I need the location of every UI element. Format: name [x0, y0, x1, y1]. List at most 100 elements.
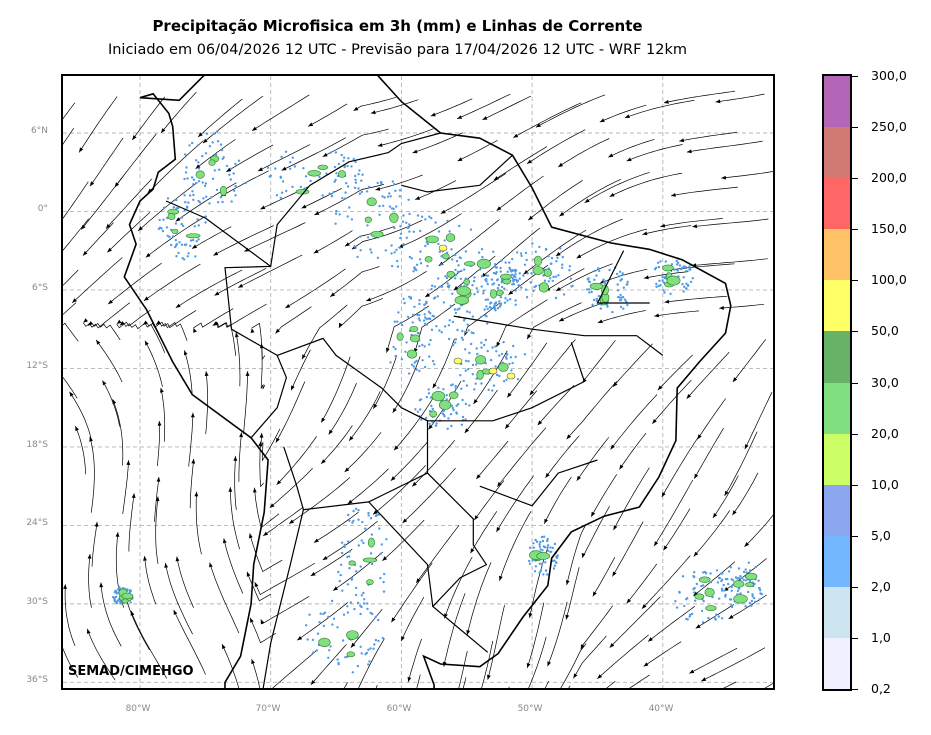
streamline	[202, 95, 264, 144]
streamline-arrow	[626, 598, 632, 604]
streamline	[619, 432, 647, 470]
political-border	[165, 200, 206, 219]
streamline	[144, 555, 157, 605]
rain-speck	[350, 578, 353, 581]
streamline-arrow	[505, 423, 510, 429]
rain-speck	[360, 190, 364, 194]
rain-cell	[705, 605, 717, 612]
streamline	[723, 681, 737, 688]
precipitation-cells	[111, 130, 763, 674]
rain-speck	[454, 311, 458, 315]
rain-speck	[549, 277, 552, 280]
rain-speck	[399, 232, 403, 235]
rain-speck	[356, 664, 360, 668]
streamline	[438, 219, 500, 267]
streamline	[643, 641, 682, 667]
colorbar-segment	[824, 331, 850, 383]
rain-speck	[464, 348, 467, 351]
streamline-arrow	[370, 110, 376, 115]
rain-speck	[664, 260, 667, 263]
rain-speck	[511, 361, 514, 365]
streamline	[114, 133, 157, 188]
rain-speck	[187, 201, 190, 204]
lon-label-60w: 60°W	[386, 704, 412, 714]
streamline-arrow	[535, 123, 541, 128]
rain-speck	[195, 159, 198, 162]
colorbar-segment	[824, 637, 850, 690]
rain-speck	[318, 175, 321, 179]
streamline	[504, 390, 538, 429]
rain-cell	[448, 391, 459, 399]
rain-speck	[428, 422, 431, 425]
streamline	[701, 647, 766, 682]
streamline-arrow	[373, 403, 378, 409]
rain-speck	[183, 243, 187, 247]
rain-speck	[321, 194, 324, 197]
rain-speck	[424, 244, 427, 248]
rain-speck	[448, 284, 451, 287]
streamline-arrow	[581, 553, 586, 558]
streamline	[523, 229, 587, 275]
rain-speck	[466, 323, 469, 326]
streamline	[723, 558, 767, 592]
streamline-arrow	[497, 482, 502, 487]
rain-speck	[346, 555, 349, 559]
rain-speck	[693, 571, 696, 574]
streamline	[344, 226, 395, 247]
rain-speck	[493, 305, 496, 308]
rain-speck	[532, 546, 536, 549]
rain-speck	[532, 542, 535, 545]
rain-speck	[454, 341, 457, 344]
streamline-arrow	[664, 299, 670, 304]
rain-speck	[396, 320, 399, 323]
streamline	[89, 436, 95, 513]
streamline-arrow	[258, 441, 263, 447]
rain-speck	[460, 336, 464, 339]
streamline	[238, 432, 242, 482]
streamline-arrow	[394, 445, 399, 451]
streamline-arrow	[671, 193, 676, 197]
rain-speck	[587, 280, 591, 283]
rain-speck	[450, 424, 453, 428]
colorbar	[822, 74, 852, 691]
rain-speck	[408, 255, 412, 259]
rain-speck	[464, 330, 467, 334]
rain-speck	[562, 293, 566, 296]
rain-speck	[158, 218, 161, 222]
streamline	[71, 257, 123, 303]
rain-speck	[688, 265, 691, 268]
rain-cell	[367, 537, 375, 548]
streamline	[69, 391, 92, 441]
streamlines	[63, 90, 773, 688]
rain-speck	[378, 527, 381, 530]
rain-speck	[534, 250, 537, 253]
rain-speck	[400, 323, 404, 327]
rain-speck	[205, 195, 208, 198]
rain-speck	[678, 264, 682, 267]
rain-speck	[511, 277, 514, 280]
rain-speck	[621, 272, 624, 275]
rain-speck	[503, 301, 507, 304]
rain-speck	[390, 252, 393, 255]
rain-speck	[393, 251, 396, 254]
streamline-arrow	[338, 322, 343, 328]
rain-speck	[489, 358, 493, 362]
rain-speck	[412, 270, 415, 273]
streamline	[558, 138, 610, 168]
streamline	[156, 420, 160, 466]
rain-speck	[749, 569, 752, 572]
rain-speck	[420, 215, 424, 218]
rain-speck	[591, 303, 594, 307]
rain-speck	[367, 648, 370, 651]
streamline-arrow	[401, 636, 405, 642]
rain-speck	[626, 280, 629, 284]
streamline	[82, 222, 114, 256]
rain-cell	[307, 170, 321, 177]
rain-speck	[701, 621, 705, 624]
streamline-arrow	[744, 444, 749, 450]
rain-speck	[498, 305, 502, 308]
streamline-arrow	[693, 551, 699, 557]
streamline-arrow	[663, 545, 668, 551]
rain-speck	[626, 303, 629, 307]
rain-speck	[705, 572, 708, 575]
